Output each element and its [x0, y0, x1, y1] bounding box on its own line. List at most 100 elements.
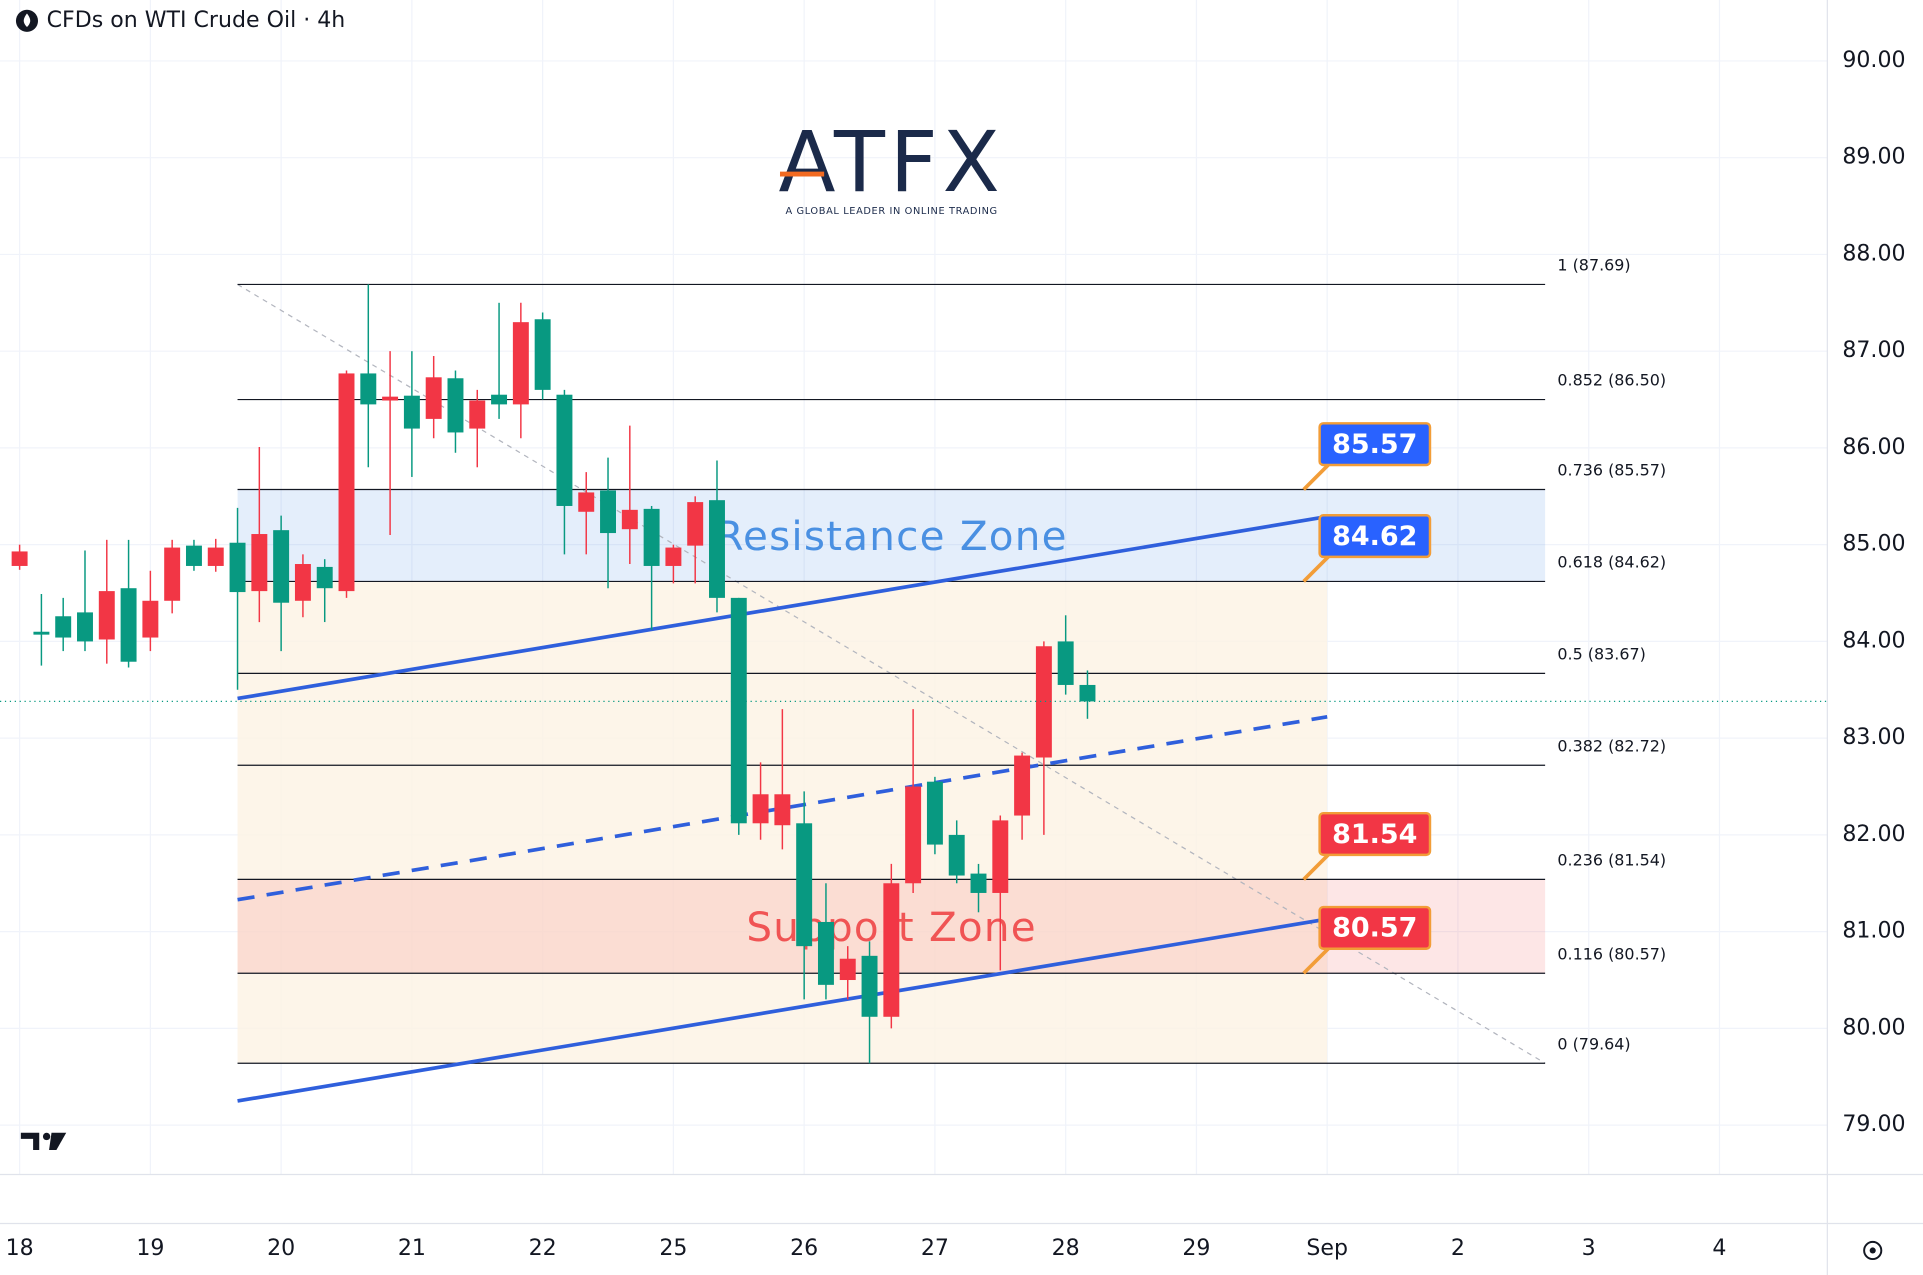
y-tick-label: 82.00 — [1842, 822, 1905, 847]
x-tick-label: 20 — [267, 1236, 295, 1261]
candle-body — [796, 823, 813, 947]
trend-line — [237, 917, 1328, 1103]
settings-icon[interactable] — [1863, 1240, 1883, 1261]
y-tick-label: 90.00 — [1842, 48, 1905, 73]
candle-body — [556, 394, 573, 506]
trend-line — [237, 715, 1328, 902]
tv-logo — [20, 1132, 67, 1150]
x-tick-label: 4 — [1712, 1236, 1726, 1261]
candle-body — [1035, 646, 1052, 758]
candle-body — [491, 394, 508, 405]
candle-body — [403, 395, 420, 429]
x-tick-label: 22 — [529, 1236, 557, 1261]
candle-body — [185, 545, 202, 566]
candle-body — [512, 322, 529, 405]
plot-layers: 1 (87.69) 0.852 (86.50) 0.736 (85.57) 0.618… — [0, 256, 1828, 1103]
symbol-icon-drop — [23, 13, 31, 27]
candle-body — [164, 547, 181, 601]
settings-icon-dot[interactable] — [1869, 1247, 1876, 1254]
candle-body — [861, 955, 878, 1017]
candle-body — [55, 616, 72, 638]
x-tick-label: 27 — [921, 1236, 949, 1261]
candle-body — [1079, 684, 1096, 702]
y-tick-label: 85.00 — [1842, 532, 1905, 557]
candle-body — [1057, 641, 1074, 685]
y-tick-label: 81.00 — [1842, 919, 1905, 944]
candle-body — [77, 612, 93, 642]
candle-body — [360, 373, 377, 405]
candle-body — [534, 319, 551, 390]
x-tick-label: 25 — [659, 1236, 687, 1261]
candle-body — [774, 794, 791, 826]
candle-body — [120, 588, 137, 662]
price-tag-label: 84.62 — [1332, 521, 1417, 552]
candle-body — [643, 508, 660, 566]
candle-body — [926, 781, 943, 845]
x-tick-label: 28 — [1052, 1236, 1080, 1261]
x-tick-label: 18 — [6, 1236, 34, 1261]
candle-body — [273, 530, 290, 603]
y-tick-label: 87.00 — [1842, 338, 1905, 363]
candle-body — [687, 502, 704, 546]
price-tag — [1318, 514, 1432, 559]
candle-body — [229, 542, 246, 593]
candle-body — [142, 600, 159, 638]
candle-body — [207, 547, 224, 566]
candle-body — [948, 834, 965, 876]
candle-body — [294, 564, 311, 601]
y-tick-label: 84.00 — [1842, 628, 1905, 653]
fib-label: 1 (87.69) — [1557, 256, 1630, 275]
candle-body — [1014, 755, 1031, 816]
trend-line — [237, 514, 1328, 701]
candle-body — [33, 631, 50, 635]
chart-title: CFDs on WTI Crude Oil · 4h — [47, 8, 346, 33]
logo-tagline: A GLOBAL LEADER IN ONLINE TRADING — [785, 206, 997, 217]
y-tick-label: 88.00 — [1842, 241, 1905, 266]
candle-body — [730, 597, 747, 824]
price-tag — [1318, 422, 1432, 467]
candle-body — [98, 591, 115, 640]
candle-body — [839, 958, 856, 981]
x-tick-label: 21 — [398, 1236, 426, 1261]
candle-body — [709, 500, 725, 598]
fib-label: 0.618 (84.62) — [1557, 553, 1666, 572]
candle-body — [752, 794, 769, 824]
candle-body — [883, 883, 900, 1017]
price-tag — [1318, 905, 1432, 950]
candle-body — [817, 921, 834, 985]
settings-icon-ring[interactable] — [1863, 1240, 1883, 1261]
candle-body — [469, 400, 486, 429]
candle-body — [425, 377, 442, 419]
fib-label: 0.852 (86.50) — [1557, 371, 1666, 390]
price-tag-label: 85.57 — [1332, 429, 1417, 460]
candle-body — [600, 490, 616, 534]
candle-body — [578, 492, 595, 512]
fib-label: 0.736 (85.57) — [1557, 461, 1666, 480]
x-tick-label: 19 — [136, 1236, 164, 1261]
price-tag-label: 81.54 — [1332, 819, 1417, 850]
y-tick-label: 83.00 — [1842, 725, 1905, 750]
price-tag — [1318, 811, 1432, 857]
candle-body — [447, 378, 464, 433]
tv-logo-part — [42, 1132, 51, 1141]
candle-body — [251, 534, 268, 592]
candle-body — [11, 551, 28, 566]
y-tick-label: 79.00 — [1842, 1112, 1905, 1137]
candle-body — [905, 786, 922, 884]
x-tick-label: 2 — [1451, 1236, 1465, 1261]
tv-logo-part — [49, 1132, 67, 1150]
y-tick-label: 80.00 — [1842, 1015, 1905, 1040]
logo: ATFX — [778, 114, 1004, 211]
candle-body — [665, 547, 682, 566]
candle-body — [338, 373, 355, 592]
candle-body — [992, 820, 1009, 893]
y-tick-label: 86.00 — [1842, 435, 1905, 460]
tv-logo-part — [20, 1132, 40, 1150]
fib-label: 0.5 (83.67) — [1557, 644, 1646, 663]
candle-body — [970, 873, 987, 893]
fib-label: 0.382 (82.72) — [1557, 736, 1666, 755]
fib-label: 0.236 (81.54) — [1557, 851, 1666, 870]
x-tick-label: 3 — [1582, 1236, 1596, 1261]
